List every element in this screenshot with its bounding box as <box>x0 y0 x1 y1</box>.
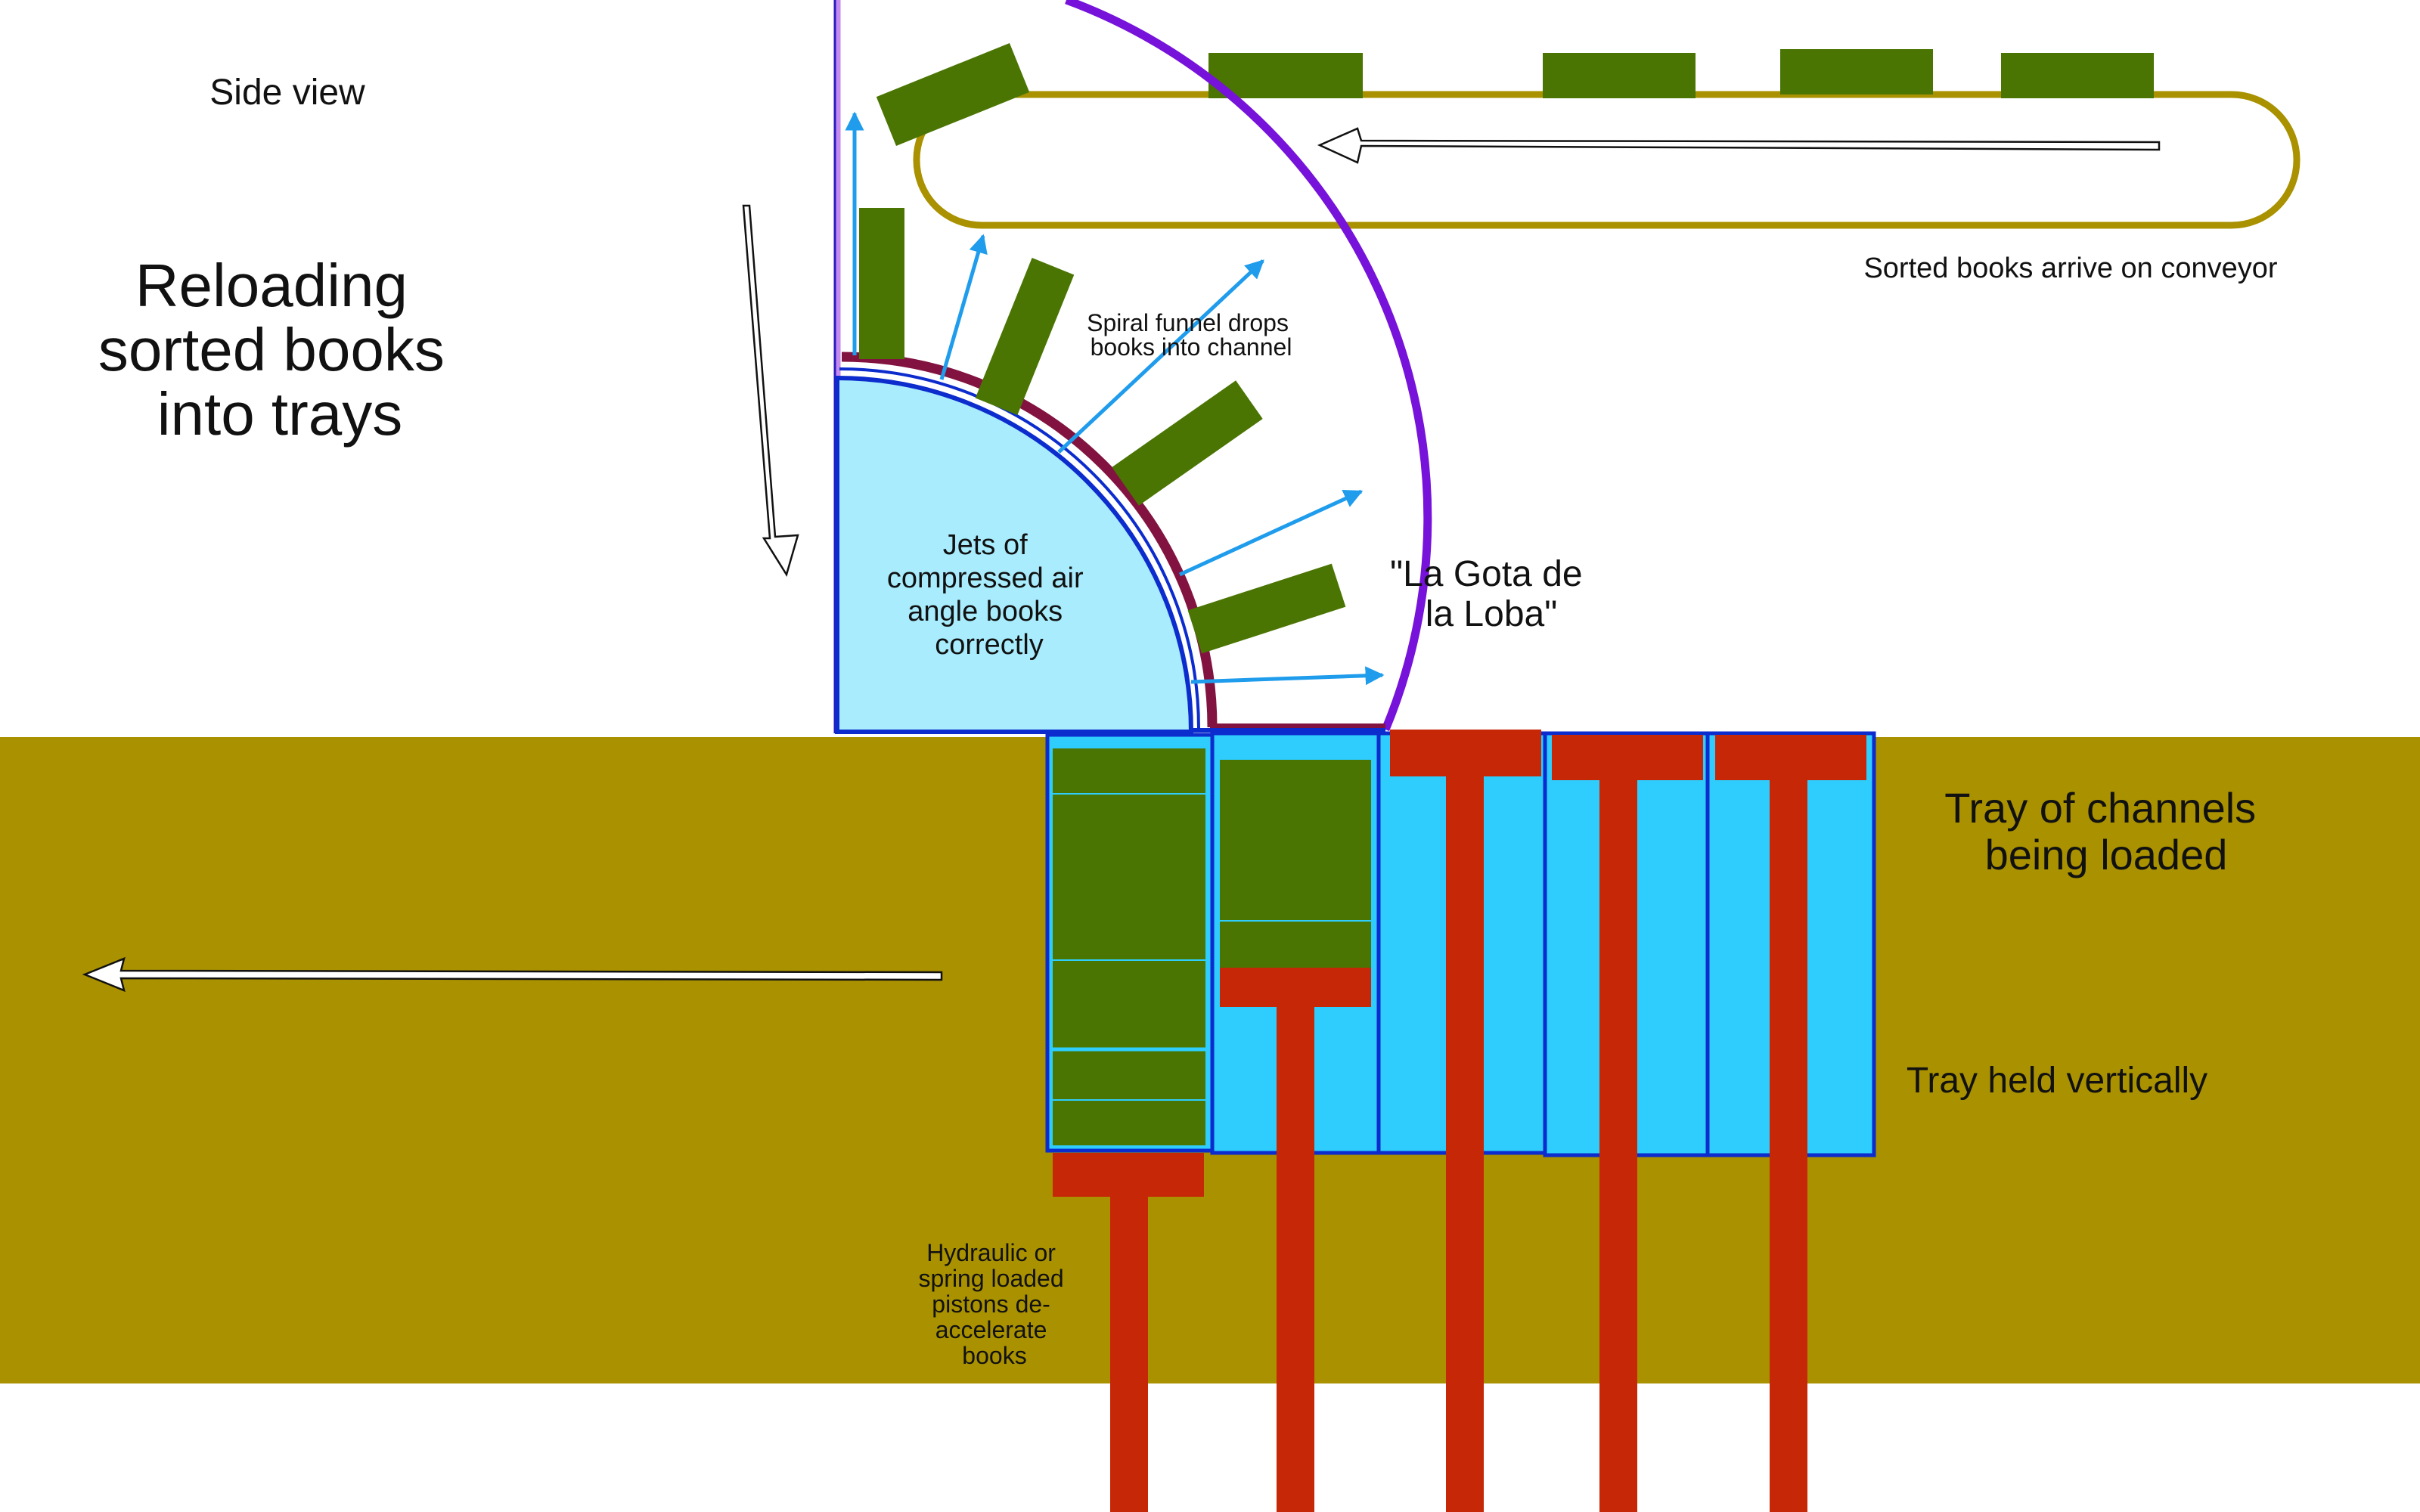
funnel-book <box>1187 563 1346 654</box>
conveyor-book <box>1543 53 1696 98</box>
view-label: Side view <box>209 73 365 113</box>
pistons-label: Hydraulic or spring loaded pistons de- a… <box>918 1239 1070 1369</box>
piston-rod <box>1770 780 1807 1512</box>
spiral-funnel-label: Spiral funnel drops books into channel <box>1087 309 1295 361</box>
tray-loaded-label: Tray of channels being loaded <box>1944 784 2267 878</box>
piston-head <box>1390 730 1541 776</box>
piston-head <box>1220 968 1371 1007</box>
device-name-label: "La Gota de la Loba" <box>1390 554 1593 634</box>
piston-head <box>1053 1153 1204 1197</box>
conveyor-book <box>1780 49 1933 94</box>
piston-head <box>1715 735 1866 780</box>
funnel-book <box>975 258 1075 415</box>
conveyor-direction-arrow <box>1317 127 2161 164</box>
funnel-book <box>876 42 1030 147</box>
piston-rod <box>1110 1197 1148 1512</box>
air-chamber <box>835 375 1194 734</box>
piston-rod <box>1446 776 1484 1512</box>
tray-vertical-label: Tray held vertically <box>1907 1061 2207 1101</box>
funnel-book <box>1112 380 1263 506</box>
channel-book <box>1220 760 1371 968</box>
tray-exit-arrow <box>82 956 943 993</box>
inner-rail-thin <box>839 367 1200 729</box>
conveyor-belt <box>913 91 2301 229</box>
conveyor-label: Sorted books arrive on conveyor <box>1863 253 2277 284</box>
air-jets-label: Jets of compressed air angle books corre… <box>887 529 1091 661</box>
air-jet-arrow <box>1190 666 1385 686</box>
conveyor-book <box>2001 53 2154 98</box>
diagram-title: Reloading sorted books into trays <box>98 252 461 448</box>
funnel-book <box>859 208 904 359</box>
drop-direction-arrow <box>742 204 799 578</box>
air-jet-arrow <box>939 234 988 380</box>
piston-rod <box>1599 780 1637 1512</box>
piston-head <box>1552 735 1703 780</box>
channel-book <box>1053 748 1205 1145</box>
air-jet-arrow <box>1178 489 1364 577</box>
air-jet-arrow <box>1057 259 1264 454</box>
spiral-funnel-arc <box>1065 0 1432 732</box>
conveyor-book <box>1208 53 1363 98</box>
piston-rod <box>1277 1007 1314 1512</box>
